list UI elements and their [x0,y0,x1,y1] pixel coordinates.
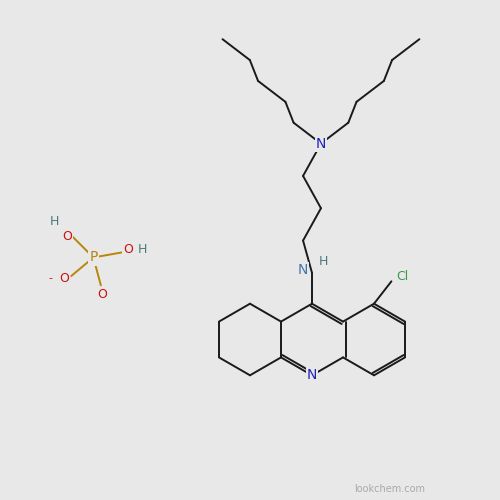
Text: H: H [50,214,59,228]
Text: P: P [89,250,98,264]
Text: H: H [318,256,328,268]
Text: O: O [123,243,132,256]
Text: -: - [48,273,52,283]
Text: lookchem.com: lookchem.com [354,484,424,494]
Text: O: O [62,230,72,242]
Text: H: H [138,243,147,256]
Text: N: N [316,136,326,150]
Text: N: N [298,264,308,278]
Text: O: O [97,288,107,301]
Text: O: O [59,272,69,285]
Text: Cl: Cl [396,270,408,283]
Text: N: N [307,368,317,382]
